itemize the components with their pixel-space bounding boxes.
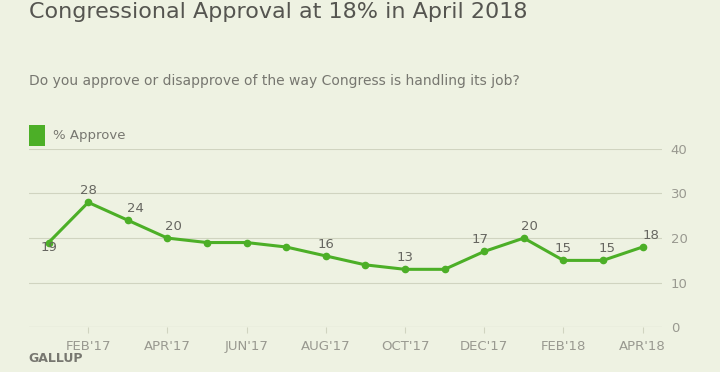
Text: 20: 20 bbox=[165, 220, 181, 233]
Text: Do you approve or disapprove of the way Congress is handling its job?: Do you approve or disapprove of the way … bbox=[29, 74, 520, 89]
Text: 24: 24 bbox=[127, 202, 144, 215]
Text: Congressional Approval at 18% in April 2018: Congressional Approval at 18% in April 2… bbox=[29, 2, 527, 22]
Text: 15: 15 bbox=[598, 242, 616, 255]
Text: GALLUP: GALLUP bbox=[29, 352, 84, 365]
Text: 28: 28 bbox=[80, 184, 96, 197]
Text: 18: 18 bbox=[642, 229, 659, 242]
Text: % Approve: % Approve bbox=[53, 129, 126, 142]
Text: 19: 19 bbox=[40, 241, 57, 254]
Text: 16: 16 bbox=[318, 238, 334, 251]
Text: 13: 13 bbox=[397, 251, 413, 264]
Text: 15: 15 bbox=[555, 242, 572, 255]
Text: 20: 20 bbox=[521, 220, 538, 233]
Text: 17: 17 bbox=[472, 232, 489, 246]
